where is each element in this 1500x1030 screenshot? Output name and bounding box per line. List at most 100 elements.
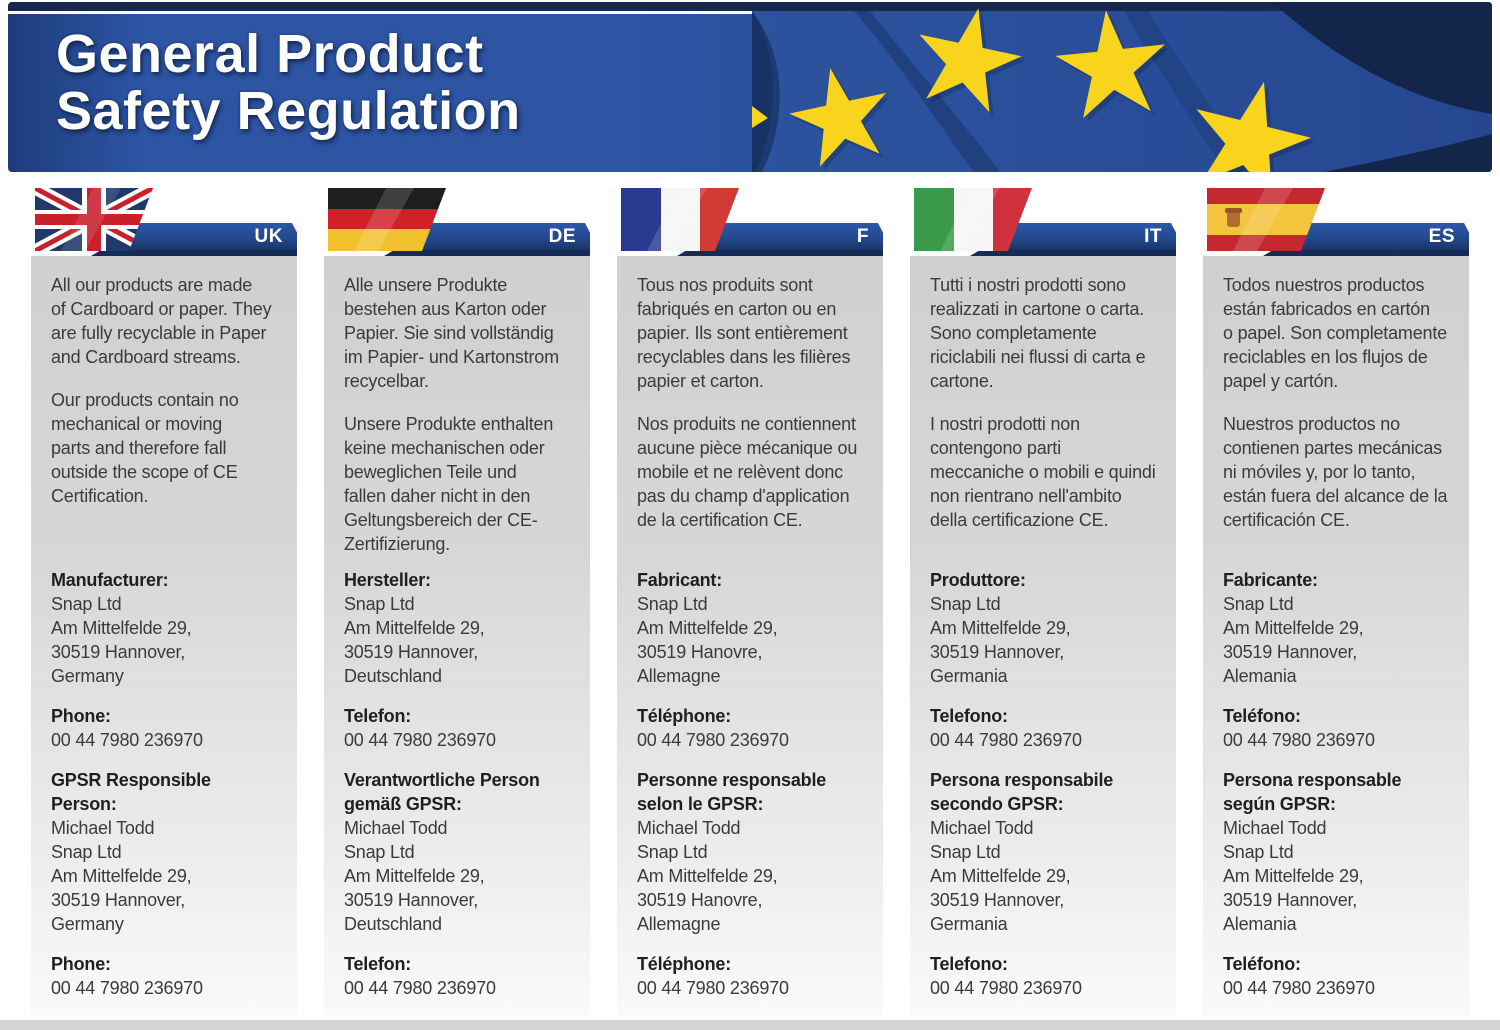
phone-block-2: Phone: 00 44 7980 236970	[51, 952, 289, 1000]
it-flag-icon	[914, 188, 1032, 251]
gpsr-address: Michael Todd Snap Ltd Am Mittelfelde 29,…	[344, 818, 485, 934]
tab-shadow	[677, 250, 883, 256]
header-banner: General Product Safety Regulation	[8, 2, 1492, 172]
eu-stars	[789, 8, 1311, 172]
recyclability-text: Alle unsere Produkte bestehen aus Karton…	[344, 275, 559, 391]
eu-flag-graphic	[752, 2, 1492, 172]
header-top-strip	[8, 2, 1492, 11]
gpsr-address: Michael Todd Snap Ltd Am Mittelfelde 29,…	[51, 818, 192, 934]
phone-label: Telefon:	[344, 706, 412, 726]
phone-number-2: 00 44 7980 236970	[344, 978, 496, 998]
language-column-uk: UK	[31, 188, 297, 1016]
phone-label: Phone:	[51, 706, 111, 726]
gpsr-address: Michael Todd Snap Ltd Am Mittelfelde 29,…	[1223, 818, 1364, 934]
phone-block: Telefono: 00 44 7980 236970	[930, 704, 1168, 752]
manufacturer-block: Fabricante: Snap Ltd Am Mittelfelde 29, …	[1223, 568, 1461, 688]
phone-label-2: Phone:	[51, 954, 111, 974]
tab-shadow	[91, 250, 297, 256]
language-column-es: ES	[1203, 188, 1469, 1016]
phone-block: Téléphone: 00 44 7980 236970	[637, 704, 875, 752]
ce-exemption-text: Our products contain no mechanical or mo…	[51, 390, 239, 506]
info-panel: All our products are made of Cardboard o…	[31, 256, 297, 1016]
ce-exemption-text: Nos produits ne contiennent aucune pièce…	[637, 414, 858, 530]
gpsr-label: Verantwortliche Person gemäß GPSR:	[344, 770, 540, 814]
phone-block-2: Téléphone: 00 44 7980 236970	[637, 952, 875, 1000]
recyclability-text: All our products are made of Cardboard o…	[51, 275, 272, 367]
manufacturer-label: Produttore:	[930, 570, 1026, 590]
country-code-label: IT	[1144, 226, 1162, 247]
bottom-edge-strip	[0, 1020, 1500, 1030]
manufacturer-block: Produttore: Snap Ltd Am Mittelfelde 29, …	[930, 568, 1168, 688]
manufacturer-label: Hersteller:	[344, 570, 431, 590]
manufacturer-label: Fabricant:	[637, 570, 723, 590]
tab-shadow	[970, 250, 1176, 256]
tab-shadow	[1263, 250, 1469, 256]
phone-number-2: 00 44 7980 236970	[637, 978, 789, 998]
gpsr-block: Verantwortliche Person gemäß GPSR: Micha…	[344, 768, 582, 936]
phone-number-2: 00 44 7980 236970	[1223, 978, 1375, 998]
info-panel: Tous nos produits sont fabriqués en cart…	[617, 256, 883, 1016]
language-columns: UK	[31, 188, 1469, 1016]
gpsr-label: Persona responsable según GPSR:	[1223, 770, 1402, 814]
manufacturer-label: Manufacturer:	[51, 570, 169, 590]
info-panel: Todos nuestros productos están fabricado…	[1203, 256, 1469, 1016]
phone-block-2: Telefono: 00 44 7980 236970	[930, 952, 1168, 1000]
ce-exemption-text: I nostri prodotti non contengono parti m…	[930, 414, 1156, 530]
info-panel: Alle unsere Produkte bestehen aus Karton…	[324, 256, 590, 1016]
country-code-label: ES	[1428, 226, 1455, 247]
phone-number-2: 00 44 7980 236970	[51, 978, 203, 998]
header-seam	[8, 11, 1492, 14]
phone-number: 00 44 7980 236970	[1223, 730, 1375, 750]
recyclability-text: Todos nuestros productos están fabricado…	[1223, 275, 1447, 391]
phone-number: 00 44 7980 236970	[51, 730, 203, 750]
manufacturer-address: Snap Ltd Am Mittelfelde 29, 30519 Hanovr…	[637, 594, 778, 686]
manufacturer-label: Fabricante:	[1223, 570, 1318, 590]
info-panel: Tutti i nostri prodotti sono realizzati …	[910, 256, 1176, 1016]
phone-number: 00 44 7980 236970	[930, 730, 1082, 750]
manufacturer-address: Snap Ltd Am Mittelfelde 29, 30519 Hannov…	[51, 594, 192, 686]
language-column-de: DE Alle un	[324, 188, 590, 1016]
fr-flag-icon	[621, 188, 739, 251]
es-flag-icon	[1207, 188, 1325, 251]
recyclability-text: Tous nos produits sont fabriqués en cart…	[637, 275, 851, 391]
page-title: General Product Safety Regulation	[56, 26, 521, 140]
country-code-label: DE	[548, 226, 576, 247]
page-title-line1: General Product	[56, 24, 484, 84]
gpsr-label: GPSR Responsible Person:	[51, 770, 211, 814]
ce-exemption-text: Unsere Produkte enthalten keine mechanis…	[344, 414, 554, 554]
de-flag-icon	[328, 188, 446, 251]
phone-block: Phone: 00 44 7980 236970	[51, 704, 289, 752]
gpsr-label: Personne responsable selon le GPSR:	[637, 770, 827, 814]
manufacturer-address: Snap Ltd Am Mittelfelde 29, 30519 Hannov…	[930, 594, 1071, 686]
tab-shadow	[384, 250, 590, 256]
phone-label-2: Telefono:	[930, 954, 1008, 974]
manufacturer-block: Hersteller: Snap Ltd Am Mittelfelde 29, …	[344, 568, 582, 688]
gpsr-block: GPSR Responsible Person: Michael Todd Sn…	[51, 768, 289, 936]
manufacturer-block: Manufacturer: Snap Ltd Am Mittelfelde 29…	[51, 568, 289, 688]
manufacturer-address: Snap Ltd Am Mittelfelde 29, 30519 Hannov…	[344, 594, 485, 686]
phone-label-2: Teléfono:	[1223, 954, 1301, 974]
phone-number-2: 00 44 7980 236970	[930, 978, 1082, 998]
gpsr-address: Michael Todd Snap Ltd Am Mittelfelde 29,…	[637, 818, 778, 934]
phone-label: Teléfono:	[1223, 706, 1301, 726]
language-column-it: IT Tutti i	[910, 188, 1176, 1016]
phone-block: Teléfono: 00 44 7980 236970	[1223, 704, 1461, 752]
phone-label: Téléphone:	[637, 706, 732, 726]
column-header: IT	[910, 188, 1176, 256]
column-header: ES	[1203, 188, 1469, 256]
phone-label: Telefono:	[930, 706, 1008, 726]
column-header: DE	[324, 188, 590, 256]
page-title-line2: Safety Regulation	[56, 81, 521, 141]
ce-exemption-text: Nuestros productos no contienen partes m…	[1223, 414, 1448, 530]
gpsr-label: Persona responsabile secondo GPSR:	[930, 770, 1114, 814]
phone-block: Telefon: 00 44 7980 236970	[344, 704, 582, 752]
gpsr-block: Persona responsabile secondo GPSR: Micha…	[930, 768, 1168, 936]
column-header: UK	[31, 188, 297, 256]
phone-label-2: Téléphone:	[637, 954, 732, 974]
column-header: F	[617, 188, 883, 256]
gpsr-block: Personne responsable selon le GPSR: Mich…	[637, 768, 875, 936]
recyclability-text: Tutti i nostri prodotti sono realizzati …	[930, 275, 1146, 391]
spain-crest	[1225, 208, 1242, 227]
country-code-label: UK	[254, 226, 283, 247]
